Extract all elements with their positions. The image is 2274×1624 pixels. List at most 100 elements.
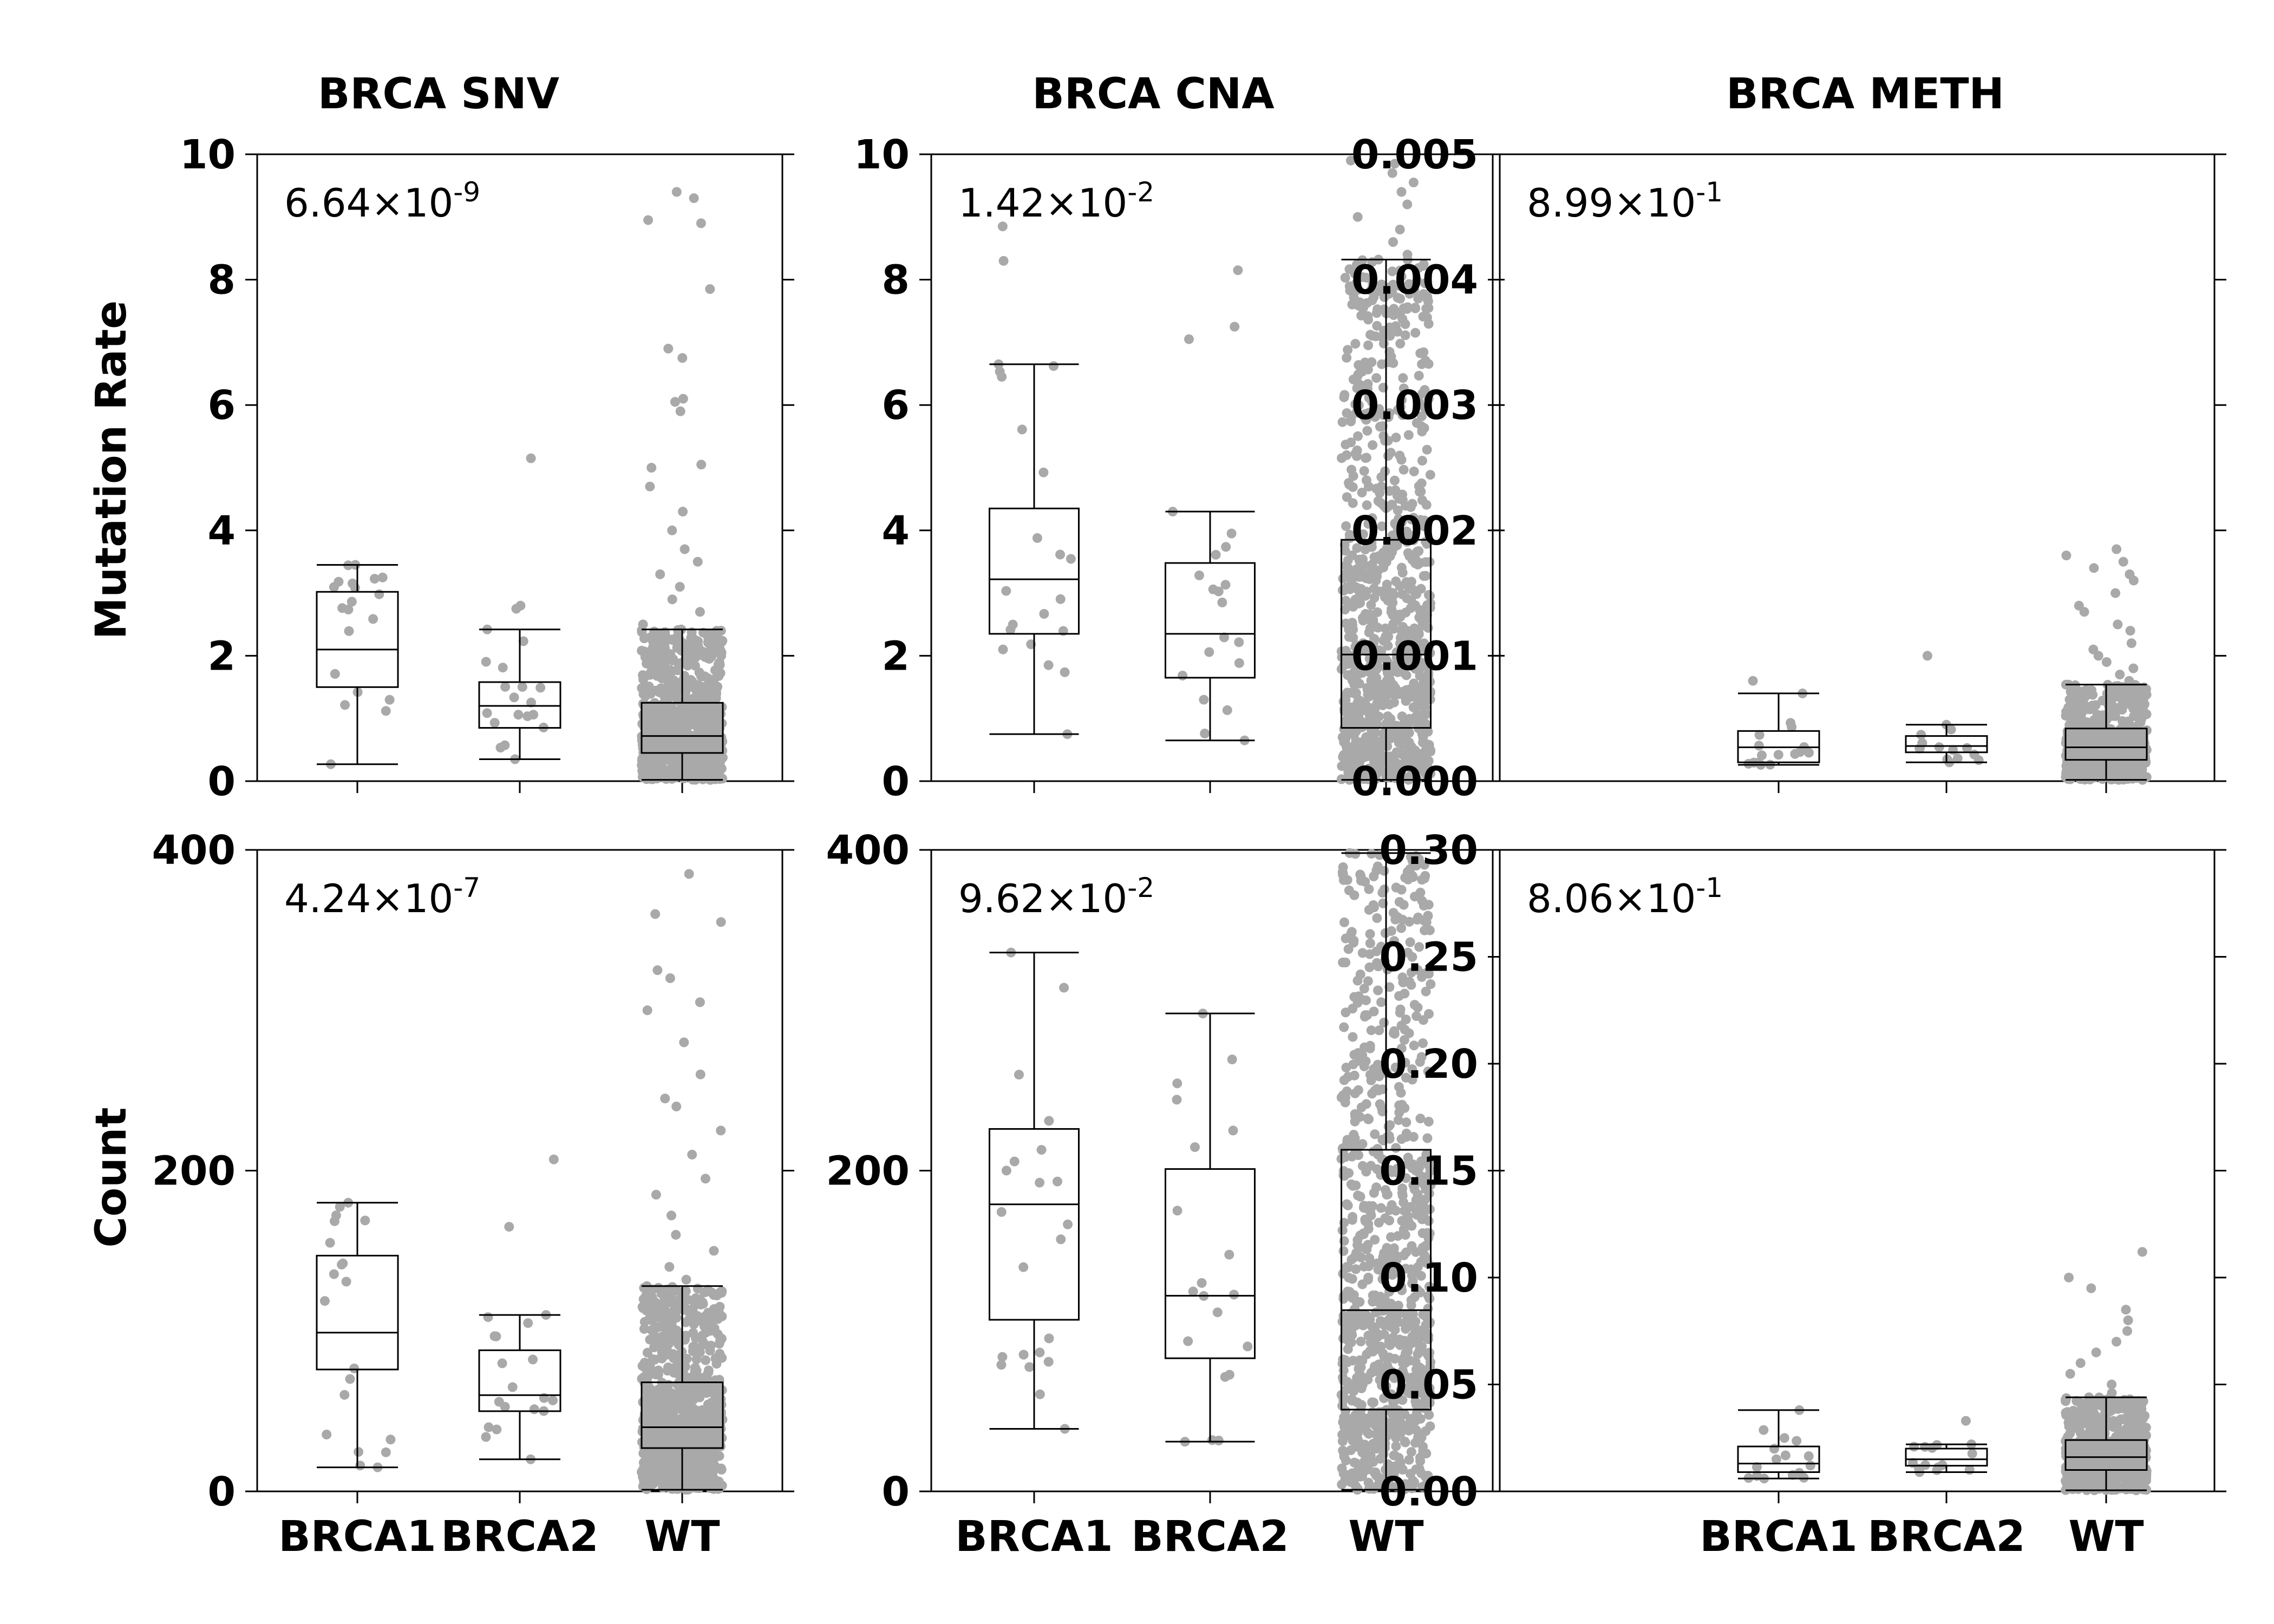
data-point (2121, 690, 2131, 700)
data-point (637, 1361, 648, 1371)
p-value-exponent: -1 (1696, 872, 1723, 903)
data-point (645, 670, 655, 680)
data-point (1199, 695, 1209, 705)
data-point (1424, 663, 1435, 672)
data-point (1352, 445, 1362, 455)
data-point (1351, 1264, 1361, 1274)
data-point (2127, 738, 2137, 748)
data-point (1396, 1134, 1407, 1144)
data-point (1367, 357, 1377, 367)
data-point (1757, 750, 1767, 761)
data-point (651, 1189, 661, 1200)
data-point (998, 256, 1009, 266)
data-point (1060, 667, 1070, 677)
data-point (1394, 897, 1404, 907)
data-point (1408, 1335, 1419, 1346)
data-point (1421, 645, 1432, 656)
data-point (1390, 1062, 1401, 1072)
data-point (1400, 1437, 1410, 1448)
box-brca1 (1737, 676, 1820, 770)
box-brca1 (316, 560, 399, 769)
data-point (339, 1390, 350, 1400)
data-point (2097, 710, 2107, 721)
data-point (1338, 875, 1349, 885)
data-point (1369, 872, 1379, 881)
data-point (340, 700, 350, 710)
y-tick-label: 6 (882, 382, 910, 429)
data-point (1341, 933, 1351, 944)
data-point (2126, 638, 2136, 649)
data-point (2121, 770, 2131, 781)
data-point (1402, 199, 1413, 209)
data-point (1759, 1425, 1769, 1435)
data-point (369, 574, 380, 584)
data-point (1345, 155, 1356, 166)
data-point (1038, 467, 1049, 477)
data-point (1008, 619, 1018, 630)
data-point (717, 1481, 727, 1491)
data-point (711, 701, 722, 711)
box-wt (637, 869, 728, 1495)
data-point (1420, 515, 1430, 526)
data-point (1373, 1332, 1383, 1342)
data-point (658, 1477, 668, 1488)
data-point (1350, 1133, 1360, 1143)
data-point (2099, 768, 2109, 778)
data-point (689, 757, 699, 767)
data-point (1377, 1106, 1388, 1117)
data-point (1407, 1075, 1417, 1085)
data-point (1227, 1055, 1237, 1065)
data-point (1412, 547, 1422, 557)
box-brca1 (989, 221, 1080, 739)
data-point (1363, 311, 1373, 321)
data-point (1359, 466, 1369, 476)
data-point (1365, 721, 1375, 731)
p-value-label: 8.99×10-1 (1527, 176, 1723, 226)
data-point (654, 1398, 664, 1408)
box-brca2 (1165, 265, 1256, 745)
data-point (663, 344, 674, 353)
data-point (1398, 373, 1408, 383)
data-point (529, 1404, 539, 1415)
data-point (319, 1296, 330, 1306)
data-point (1403, 1312, 1413, 1322)
data-point (1352, 383, 1362, 394)
data-point (696, 460, 707, 470)
p-value-label: 6.64×10-9 (284, 176, 480, 226)
data-point (654, 1365, 663, 1376)
data-point (1383, 640, 1393, 651)
data-point (1416, 478, 1427, 488)
data-point (489, 1331, 500, 1341)
data-point (1362, 684, 1373, 695)
data-point (678, 507, 688, 517)
data-point (1792, 1436, 1802, 1446)
data-point (1410, 600, 1420, 611)
data-point (671, 1351, 682, 1361)
data-point (664, 682, 675, 692)
data-point (2061, 767, 2072, 777)
data-point (492, 1424, 502, 1435)
data-point (1415, 1171, 1426, 1181)
data-point (1402, 1213, 1412, 1223)
data-point (1036, 1145, 1047, 1155)
p-value-exponent: -9 (453, 176, 480, 208)
data-point (518, 636, 528, 646)
y-tick-label: 0.002 (1351, 508, 1478, 554)
data-point (1405, 937, 1415, 947)
data-point (1396, 1282, 1407, 1292)
data-point (638, 1465, 649, 1475)
data-point (1381, 655, 1391, 665)
iqr-box (478, 1349, 561, 1412)
data-point (1415, 1363, 1426, 1373)
data-point (335, 1202, 345, 1212)
data-point (1413, 761, 1423, 771)
data-point (2141, 684, 2151, 695)
data-point (690, 1366, 700, 1376)
data-point (1373, 1144, 1383, 1154)
data-point (1396, 885, 1407, 895)
data-point (709, 1246, 719, 1256)
data-point (1416, 1271, 1426, 1281)
data-point (1374, 1217, 1384, 1228)
data-point (1372, 913, 1382, 923)
data-point (1425, 470, 1435, 480)
